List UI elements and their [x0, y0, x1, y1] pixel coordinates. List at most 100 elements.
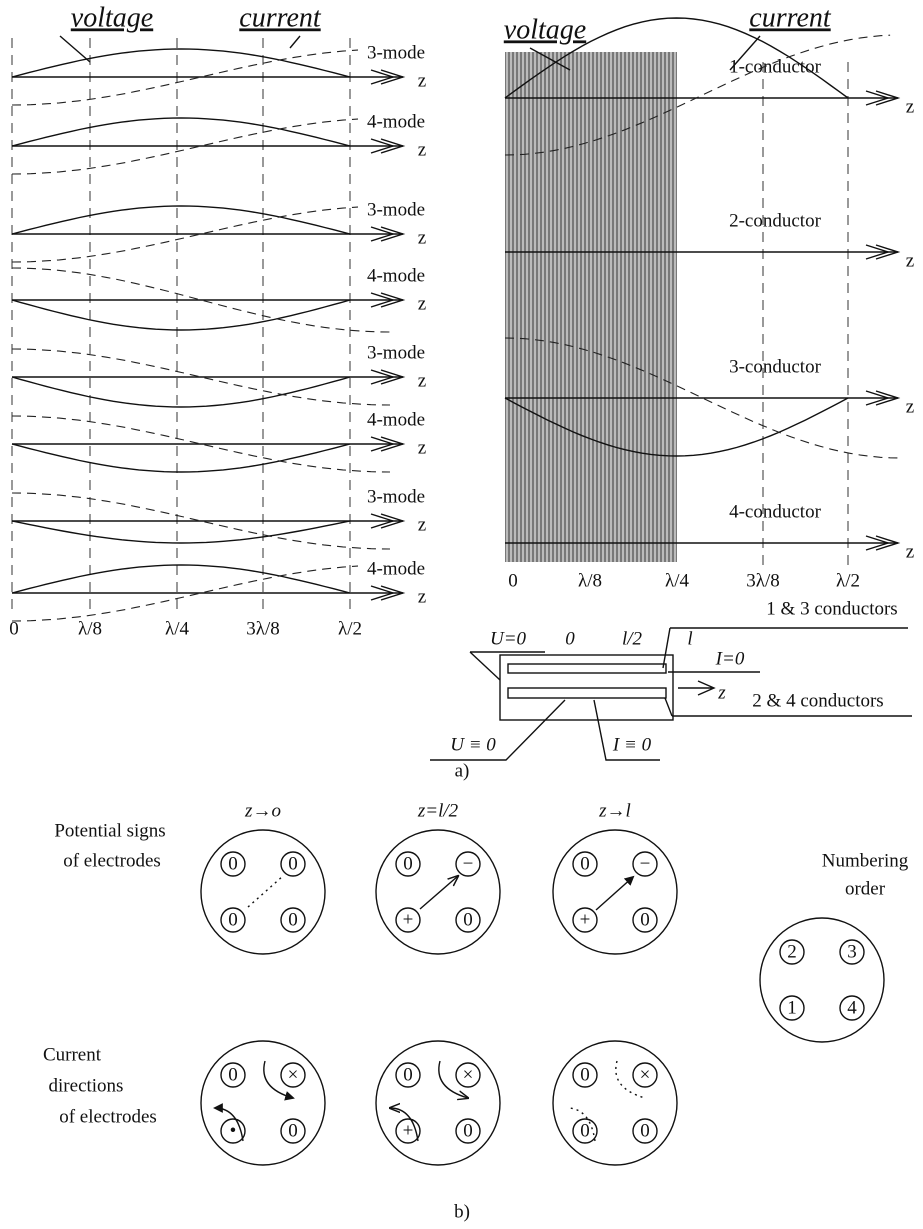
row-label: Current: [43, 1044, 102, 1065]
mode-label: 3-mode: [367, 486, 425, 507]
caption: a): [455, 760, 470, 781]
current-heading: current: [749, 2, 832, 33]
electrode-symbol: ×: [640, 1064, 651, 1085]
conductor-label: 1-conductor: [729, 56, 821, 77]
current-heading: current: [239, 2, 322, 33]
electrode-symbol: 0: [463, 1120, 473, 1141]
axis-label: z: [418, 370, 426, 391]
tick-label: λ/2: [338, 618, 362, 639]
electrode-symbol: 0: [580, 853, 590, 874]
electrode-symbol: 0: [463, 909, 473, 930]
conductor-label: 4-conductor: [729, 501, 821, 522]
axis-label: z: [418, 437, 426, 458]
axis-label: z: [906, 96, 914, 117]
row-label: of electrodes: [59, 1106, 157, 1127]
voltage-curve: [12, 49, 350, 77]
leader: [663, 628, 670, 668]
electrode-disc: [553, 1041, 677, 1165]
inset-label: 0: [565, 628, 575, 649]
inset-label: U ≡ 0: [450, 734, 496, 755]
row-label: directions: [49, 1075, 124, 1096]
mode-label: 3-mode: [367, 42, 425, 63]
leader: [60, 36, 90, 62]
axis-label: z: [717, 682, 726, 703]
electrode-symbol: 0: [580, 1120, 590, 1141]
caption: b): [454, 1201, 470, 1222]
electrode-symbol: •: [230, 1120, 237, 1141]
tick-label: 0: [9, 618, 19, 639]
inset-label: 2 & 4 conductors: [752, 690, 883, 711]
mode-label: 4-mode: [367, 409, 425, 430]
electrode-symbol: 2: [787, 941, 797, 962]
voltage-heading: voltage: [71, 2, 153, 33]
strip: [508, 664, 666, 673]
leader: [665, 698, 672, 716]
electrode-symbol: ×: [288, 1064, 299, 1085]
mode-label: 3-mode: [367, 199, 425, 220]
leader: [290, 36, 300, 48]
voltage-curve: [12, 377, 350, 407]
electrode-symbol: 0: [640, 909, 650, 930]
inset-label: l: [687, 628, 692, 649]
electrode-symbol: −: [640, 853, 651, 874]
electrode-symbol: 0: [288, 1120, 298, 1141]
axis-label: z: [418, 227, 426, 248]
mode-label: 3-mode: [367, 342, 425, 363]
electrode-symbol: 0: [580, 1064, 590, 1085]
column-title: z→o: [244, 800, 281, 821]
inset-label: 1 & 3 conductors: [766, 598, 897, 619]
voltage-curve: [12, 206, 350, 234]
field-arrow: [420, 876, 458, 909]
electrode-symbol: 0: [288, 909, 298, 930]
row-label: order: [845, 878, 886, 899]
mode-label: 4-mode: [367, 558, 425, 579]
leader: [470, 652, 500, 680]
voltage-curve: [12, 521, 350, 543]
tick-label: 3λ/8: [746, 570, 780, 591]
field-line: [248, 876, 283, 907]
hatched-region: [505, 52, 677, 562]
electrode-symbol: 3: [847, 941, 857, 962]
electrode-symbol: 1: [787, 997, 797, 1018]
axis-label: z: [418, 70, 426, 91]
axis-label: z: [906, 541, 914, 562]
electrode-disc: [376, 1041, 500, 1165]
mode-label: 4-mode: [367, 265, 425, 286]
inset-label: I ≡ 0: [612, 734, 652, 755]
inset-label: U=0: [490, 628, 527, 649]
electrode-symbol: 0: [228, 853, 238, 874]
tick-label: 0: [508, 570, 518, 591]
voltage-curve: [12, 118, 350, 146]
strip: [508, 688, 666, 698]
electrode-symbol: 4: [847, 997, 857, 1018]
electrode-symbol: +: [580, 909, 591, 930]
electrode-symbol: 0: [228, 1064, 238, 1085]
electrode-disc: [201, 830, 325, 954]
tick-label: λ/8: [78, 618, 102, 639]
conductor-label: 2-conductor: [729, 210, 821, 231]
tick-label: 3λ/8: [246, 618, 280, 639]
row-label: Potential signs: [54, 820, 165, 841]
electrode-disc: [376, 830, 500, 954]
field-arrow: [596, 877, 633, 910]
voltage-curve: [12, 565, 350, 593]
axis-label: z: [418, 586, 426, 607]
axis-label: z: [418, 139, 426, 160]
electrode-symbol: 0: [403, 853, 413, 874]
electrode-disc: [553, 830, 677, 954]
electrode-symbol: 0: [228, 909, 238, 930]
column-title: z→l: [598, 800, 631, 821]
row-label: of electrodes: [63, 850, 161, 871]
electrode-symbol: 0: [288, 853, 298, 874]
axis-label: z: [418, 514, 426, 535]
axis-label: z: [906, 396, 914, 417]
electrode-symbol: +: [403, 1120, 414, 1141]
voltage-curve: [12, 300, 350, 330]
electrode-symbol: 0: [640, 1120, 650, 1141]
electrode-symbol: +: [403, 909, 414, 930]
row-label: Numbering: [822, 850, 909, 871]
tick-label: λ/4: [665, 570, 689, 591]
inset-label: l/2: [622, 628, 643, 649]
electrode-symbol: 0: [403, 1064, 413, 1085]
electrode-disc: [201, 1041, 325, 1165]
